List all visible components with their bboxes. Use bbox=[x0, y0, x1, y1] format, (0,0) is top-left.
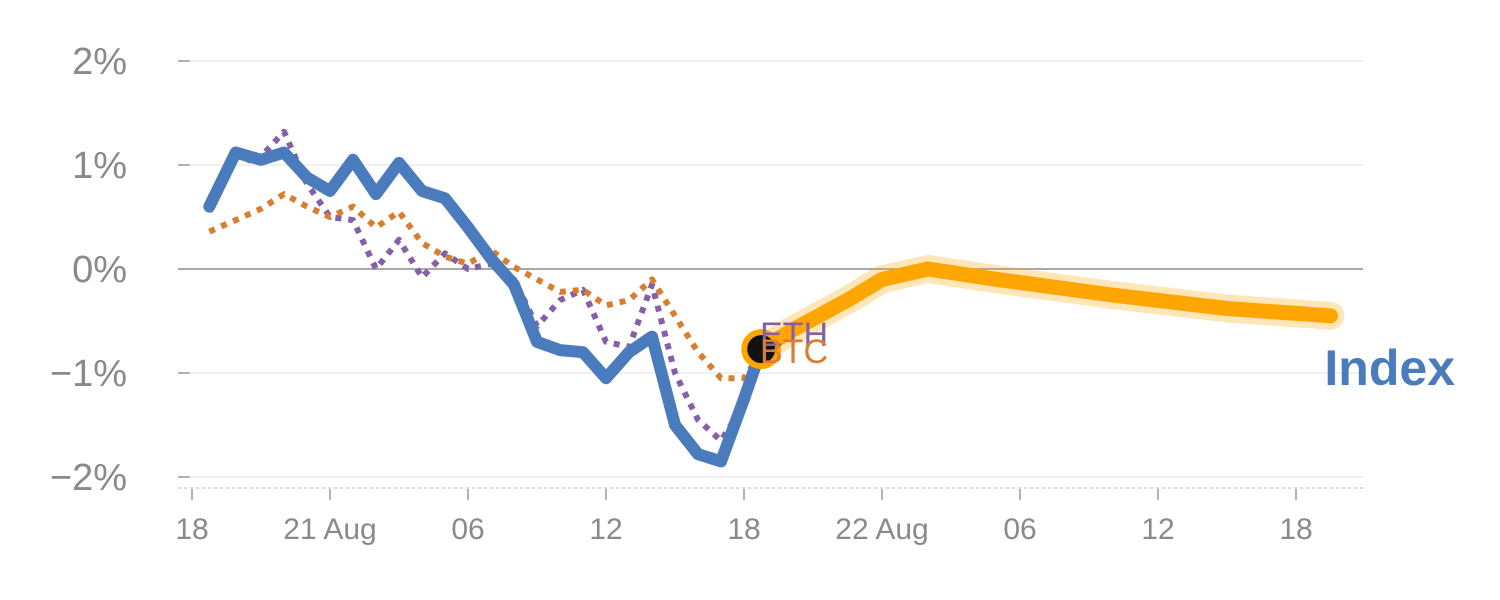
x-tick-label: 06 bbox=[1003, 513, 1036, 546]
x-tick-label: 18 bbox=[727, 513, 760, 546]
y-tick-label: −2% bbox=[50, 457, 127, 499]
forecast-band bbox=[753, 261, 1338, 357]
x-tick-label: 21 Aug bbox=[283, 513, 376, 546]
x-tick-label: 12 bbox=[589, 513, 622, 546]
series-label-eth: ETH bbox=[760, 316, 828, 354]
series-label-btc: BTC bbox=[760, 333, 828, 371]
x-tick-label: 18 bbox=[175, 513, 208, 546]
y-tick-label: 1% bbox=[72, 145, 127, 187]
x-axis: 18 21 Aug 06 12 18 22 Aug 06 12 18 bbox=[175, 487, 1363, 546]
gridlines bbox=[178, 60, 1363, 478]
series-layer bbox=[203, 128, 782, 468]
y-axis: 2% 1% 0% −1% −2% bbox=[50, 41, 127, 499]
series-line-btc bbox=[208, 191, 764, 382]
y-tick-label: 0% bbox=[72, 249, 127, 291]
forecast-layer bbox=[747, 255, 1345, 364]
series-label-index: Index bbox=[1324, 340, 1455, 396]
y-tick-label: −1% bbox=[50, 353, 127, 395]
x-tick-label: 12 bbox=[1141, 513, 1174, 546]
series-line-index bbox=[203, 146, 768, 468]
current-point-marker bbox=[741, 329, 782, 370]
y-tick-label: 2% bbox=[72, 41, 127, 83]
x-tick-label: 22 Aug bbox=[835, 513, 928, 546]
x-tick-label: 06 bbox=[451, 513, 484, 546]
x-tick-label: 18 bbox=[1279, 513, 1312, 546]
series-line-eth bbox=[206, 128, 765, 444]
